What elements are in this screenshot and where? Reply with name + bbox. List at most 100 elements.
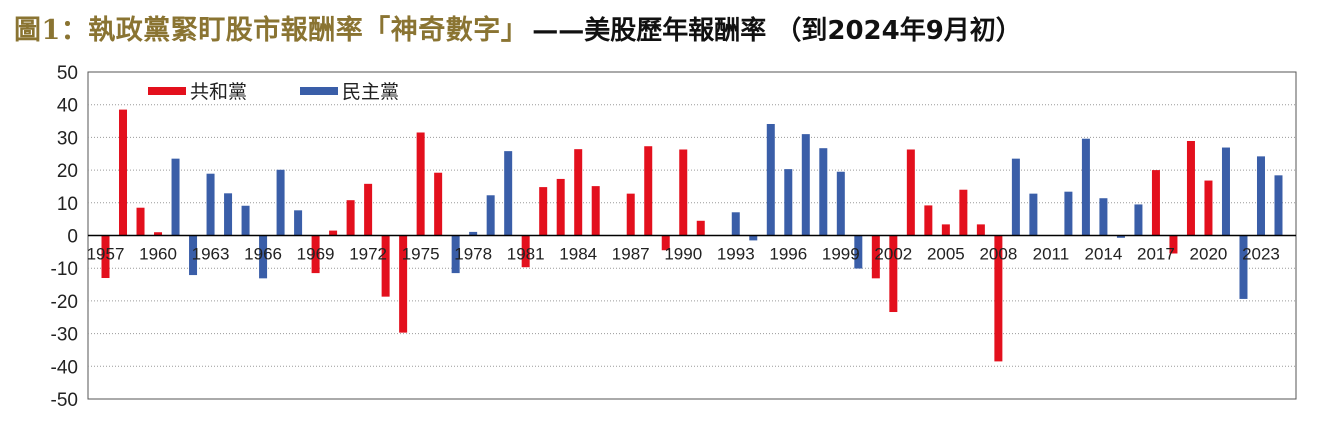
bar-democratic-1966 [259, 235, 268, 279]
x-tick-label: 2011 [1033, 245, 1070, 264]
bar-democratic-1978 [469, 231, 478, 236]
bar-republican-1958 [119, 109, 128, 236]
bar-republican-1990 [679, 149, 688, 236]
bar-republican-1988 [644, 146, 653, 236]
bar-republican-2018 [1169, 235, 1178, 254]
bar-democratic-1965 [241, 205, 250, 236]
legend-label-democratic: 民主黨 [342, 81, 399, 103]
bar-democratic-2021 [1221, 147, 1230, 236]
x-tick-label: 2023 [1242, 245, 1280, 264]
y-tick-label: 50 [57, 63, 78, 84]
bar-democratic-1964 [224, 193, 233, 236]
bar-republican-1981 [521, 235, 530, 268]
bar-democratic-2000 [854, 235, 863, 269]
bar-republican-2002 [889, 235, 898, 313]
bar-democratic-1997 [801, 134, 810, 236]
bar-democratic-2024 [1274, 175, 1283, 236]
x-axis: 1957 1960 1963 1966 1969 1972 1975 1978 1981 1984… [87, 234, 1296, 264]
bar-democratic-1980 [504, 151, 513, 236]
chart-title-sub: ——美股歷年報酬率 （到2024年9月初） [532, 16, 1022, 46]
bar-democratic-2015 [1116, 235, 1125, 238]
x-tick-label: 1972 [349, 245, 387, 264]
x-tick-label: 1993 [717, 245, 755, 264]
bar-democratic-1998 [819, 148, 828, 236]
bar-democratic-2023 [1256, 156, 1265, 236]
bar-republican-2008 [994, 235, 1003, 362]
x-tick-label: 2002 [874, 245, 912, 264]
x-tick-label: 1990 [664, 245, 702, 264]
y-tick-label: -20 [51, 292, 78, 313]
bar-republican-2001 [871, 235, 880, 279]
bar-democratic-1993 [731, 212, 740, 236]
legend-swatch-democratic [300, 87, 338, 95]
x-tick-label: 2017 [1137, 245, 1175, 264]
bar-republican-2006 [959, 189, 968, 236]
bar-republican-1984 [574, 149, 583, 236]
y-tick-label: -40 [51, 357, 78, 378]
bar-republican-1973 [381, 235, 390, 297]
x-tick-label: 1987 [612, 245, 650, 264]
bar-republican-1969 [311, 235, 320, 274]
bar-republican-1983 [556, 178, 565, 236]
chart-title: 圖1：執政黨緊盯股市報酬率「神奇數字」 ——美股歷年報酬率 （到2024年9月初… [14, 8, 1022, 48]
x-tick-label: 1969 [297, 245, 335, 264]
bar-republican-2003 [906, 149, 915, 236]
x-tick-label: 2008 [979, 245, 1017, 264]
bar-republican-2017 [1151, 170, 1160, 236]
x-tick-label: 1957 [87, 245, 125, 264]
legend: 共和黨 民主黨 [148, 81, 399, 103]
bar-republican-2019 [1186, 140, 1195, 236]
bar-democratic-1968 [294, 210, 303, 236]
legend-swatch-republican [148, 87, 186, 95]
bar-democratic-2009 [1011, 158, 1020, 236]
bar-republican-1989 [661, 235, 670, 251]
bar-republican-1975 [416, 132, 425, 236]
x-tick-label: 1966 [244, 245, 282, 264]
bar-democratic-1994 [749, 235, 758, 241]
bar-democratic-1999 [836, 171, 845, 236]
bar-democratic-2012 [1064, 191, 1073, 236]
y-tick-label: 40 [57, 96, 78, 117]
bar-democratic-1996 [784, 169, 793, 236]
y-axis: 50 40 30 20 10 0 -10 -20 -30 -40 -50 [51, 63, 78, 411]
bar-republican-1971 [346, 200, 355, 236]
y-tick-label: 30 [57, 128, 78, 149]
bar-democratic-2022 [1239, 235, 1248, 299]
bar-republican-1991 [696, 220, 705, 236]
x-tick-label: 1960 [139, 245, 177, 264]
bars [101, 109, 1283, 362]
bar-republican-1960 [154, 232, 163, 236]
bar-republican-1985 [591, 186, 600, 236]
bar-democratic-1962 [189, 235, 198, 276]
x-tick-label: 1984 [559, 245, 597, 264]
bar-democratic-2013 [1081, 138, 1090, 236]
y-tick-label: 0 [67, 227, 78, 248]
bar-democratic-2014 [1099, 198, 1108, 236]
bar-republican-2020 [1204, 180, 1213, 236]
bar-democratic-1967 [276, 169, 285, 236]
bar-republican-1976 [434, 172, 443, 236]
bar-democratic-2010 [1029, 193, 1038, 236]
x-tick-label: 1996 [769, 245, 807, 264]
bar-republican-1972 [364, 183, 373, 236]
y-tick-label: 10 [57, 194, 78, 215]
x-tick-label: 2005 [927, 245, 965, 264]
y-tick-label: -10 [51, 259, 78, 280]
x-tick-label: 2020 [1190, 245, 1228, 264]
y-tick-label: -50 [51, 390, 78, 411]
bar-democratic-2016 [1134, 204, 1143, 236]
chart-title-main: 圖1：執政黨緊盯股市報酬率「神奇數字」 [14, 15, 529, 46]
legend-label-republican: 共和黨 [190, 81, 247, 103]
bar-republican-1970 [329, 230, 338, 236]
bar-republican-1982 [539, 187, 548, 236]
bar-republican-1974 [399, 235, 408, 333]
x-tick-label: 1981 [507, 245, 545, 264]
bar-republican-1987 [626, 193, 635, 236]
bar-republican-2004 [924, 205, 933, 236]
bar-republican-2005 [941, 224, 950, 236]
x-tick-label: 1963 [192, 245, 230, 264]
bar-democratic-1995 [766, 123, 775, 236]
bar-democratic-1961 [171, 158, 180, 236]
bar-republican-2007 [976, 224, 985, 236]
